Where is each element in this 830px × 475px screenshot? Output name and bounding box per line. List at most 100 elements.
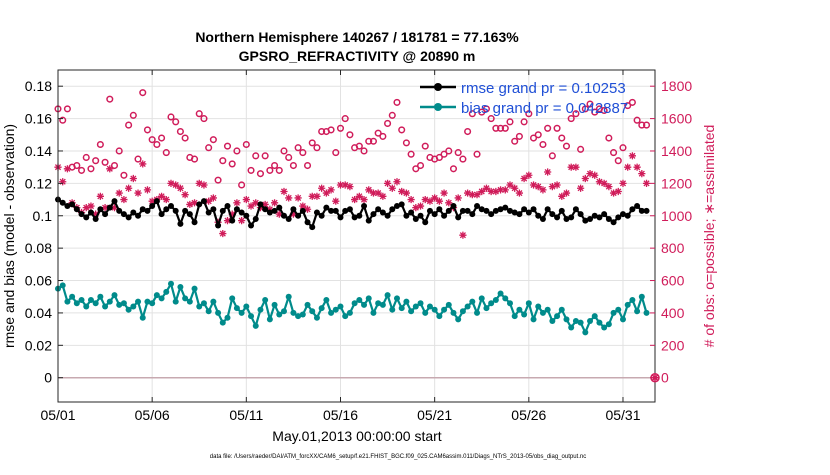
assimilated-obs-point: [374, 189, 382, 197]
rmse-point: [412, 215, 419, 222]
bias-point: [398, 305, 405, 312]
rmse-point: [229, 217, 236, 224]
possible-obs-point: [515, 132, 523, 140]
possible-obs-point: [628, 98, 636, 106]
possible-obs-point: [252, 152, 260, 160]
possible-obs-point: [256, 170, 265, 178]
possible-obs-point: [176, 127, 184, 136]
assimilated-obs-point: [219, 229, 227, 238]
assimilated-obs-point: [162, 195, 170, 204]
bias-point: [441, 306, 448, 313]
x-tick-label: 05/01: [40, 407, 75, 423]
possible-obs-point: [242, 140, 250, 149]
rmse-point: [163, 206, 170, 213]
assimilated-obs-point: [308, 192, 316, 200]
assimilated-obs-point: [63, 165, 72, 173]
rmse-point: [78, 211, 85, 218]
assimilated-obs-point: [266, 205, 274, 213]
rmse-point: [210, 206, 217, 213]
possible-obs-point: [318, 127, 326, 136]
bias-point: [323, 296, 330, 303]
bias-point: [116, 301, 123, 308]
rmse-point: [280, 212, 287, 219]
bias-point: [346, 309, 353, 316]
assimilated-obs-point: [600, 179, 608, 187]
assimilated-obs-point: [624, 163, 632, 171]
bias-point: [375, 300, 382, 307]
possible-obs-point: [341, 115, 349, 123]
bias-point: [295, 313, 302, 320]
bias-series: [55, 280, 650, 336]
assimilated-obs-point: [595, 178, 604, 186]
rmse-point: [506, 207, 513, 214]
bias-point: [248, 313, 255, 320]
bias-point: [568, 324, 575, 331]
possible-obs-point: [299, 149, 307, 157]
y-tick-label-left: 0.18: [25, 78, 52, 94]
assimilated-obs-point: [388, 184, 396, 192]
legend: rmse grand pr = 0.10253 bias grand pr = …: [420, 80, 628, 117]
assimilated-obs-point: [228, 210, 236, 218]
assimilated-obs-point: [614, 187, 622, 196]
assimilated-obs-point: [605, 183, 613, 191]
bias-point: [153, 292, 160, 299]
rmse-point: [290, 206, 297, 213]
rmse-point: [408, 209, 415, 216]
possible-obs-point: [181, 134, 189, 142]
assimilated-obs-point: [553, 181, 561, 189]
assimilated-obs-point: [289, 210, 298, 218]
bias-point: [177, 284, 184, 291]
bias-point: [558, 306, 565, 313]
bias-point: [167, 280, 174, 287]
bias-point: [219, 319, 226, 326]
rmse-point: [116, 207, 123, 214]
rmse-point: [248, 222, 255, 229]
possible-obs-point: [261, 152, 269, 160]
y-tick-label-left: 0.04: [25, 305, 52, 321]
rmse-point: [328, 207, 335, 214]
bias-point: [511, 313, 518, 320]
bias-point: [97, 293, 104, 300]
assimilated-obs-point: [407, 195, 415, 204]
bias-point: [64, 298, 71, 305]
possible-obs-point: [59, 116, 67, 124]
bias-point: [601, 324, 608, 331]
possible-obs-point: [289, 162, 297, 170]
possible-obs-point: [162, 149, 170, 157]
assimilated-obs-point: [129, 174, 137, 183]
possible-obs-point: [440, 150, 448, 158]
bias-point: [111, 292, 118, 299]
bias-point: [328, 309, 335, 316]
rmse-point: [271, 207, 278, 214]
bias-point: [106, 298, 113, 305]
assimilated-obs-point: [303, 205, 312, 213]
possible-obs-point: [624, 102, 632, 110]
assimilated-obs-point: [181, 191, 189, 199]
rmse-point: [102, 211, 109, 218]
bias-point: [365, 295, 372, 302]
possible-obs-point: [125, 121, 133, 129]
bias-point: [276, 311, 283, 318]
assimilated-obs-point: [190, 199, 199, 207]
rmse-point: [149, 203, 156, 210]
rmse-point: [59, 199, 66, 206]
rmse-point: [219, 207, 226, 214]
possible-obs-point: [233, 147, 241, 155]
bias-point: [224, 314, 231, 321]
possible-obs-point: [393, 98, 401, 106]
possible-obs-point: [445, 147, 453, 155]
y-tick-label-left: 0.02: [25, 337, 52, 353]
assimilated-obs-point: [275, 210, 283, 218]
bias-point: [417, 300, 424, 307]
possible-obs-point: [562, 142, 571, 150]
rmse-point: [130, 209, 137, 216]
rmse-point: [64, 203, 71, 210]
assimilated-obs-point: [92, 210, 100, 218]
rmse-point: [299, 207, 306, 214]
rmse-point: [445, 207, 452, 214]
possible-obs-point: [600, 106, 608, 115]
possible-obs-point: [110, 162, 119, 170]
x-tick-label: 05/31: [605, 407, 640, 423]
possible-obs-point: [384, 119, 392, 127]
assimilated-obs-point: [87, 202, 95, 210]
